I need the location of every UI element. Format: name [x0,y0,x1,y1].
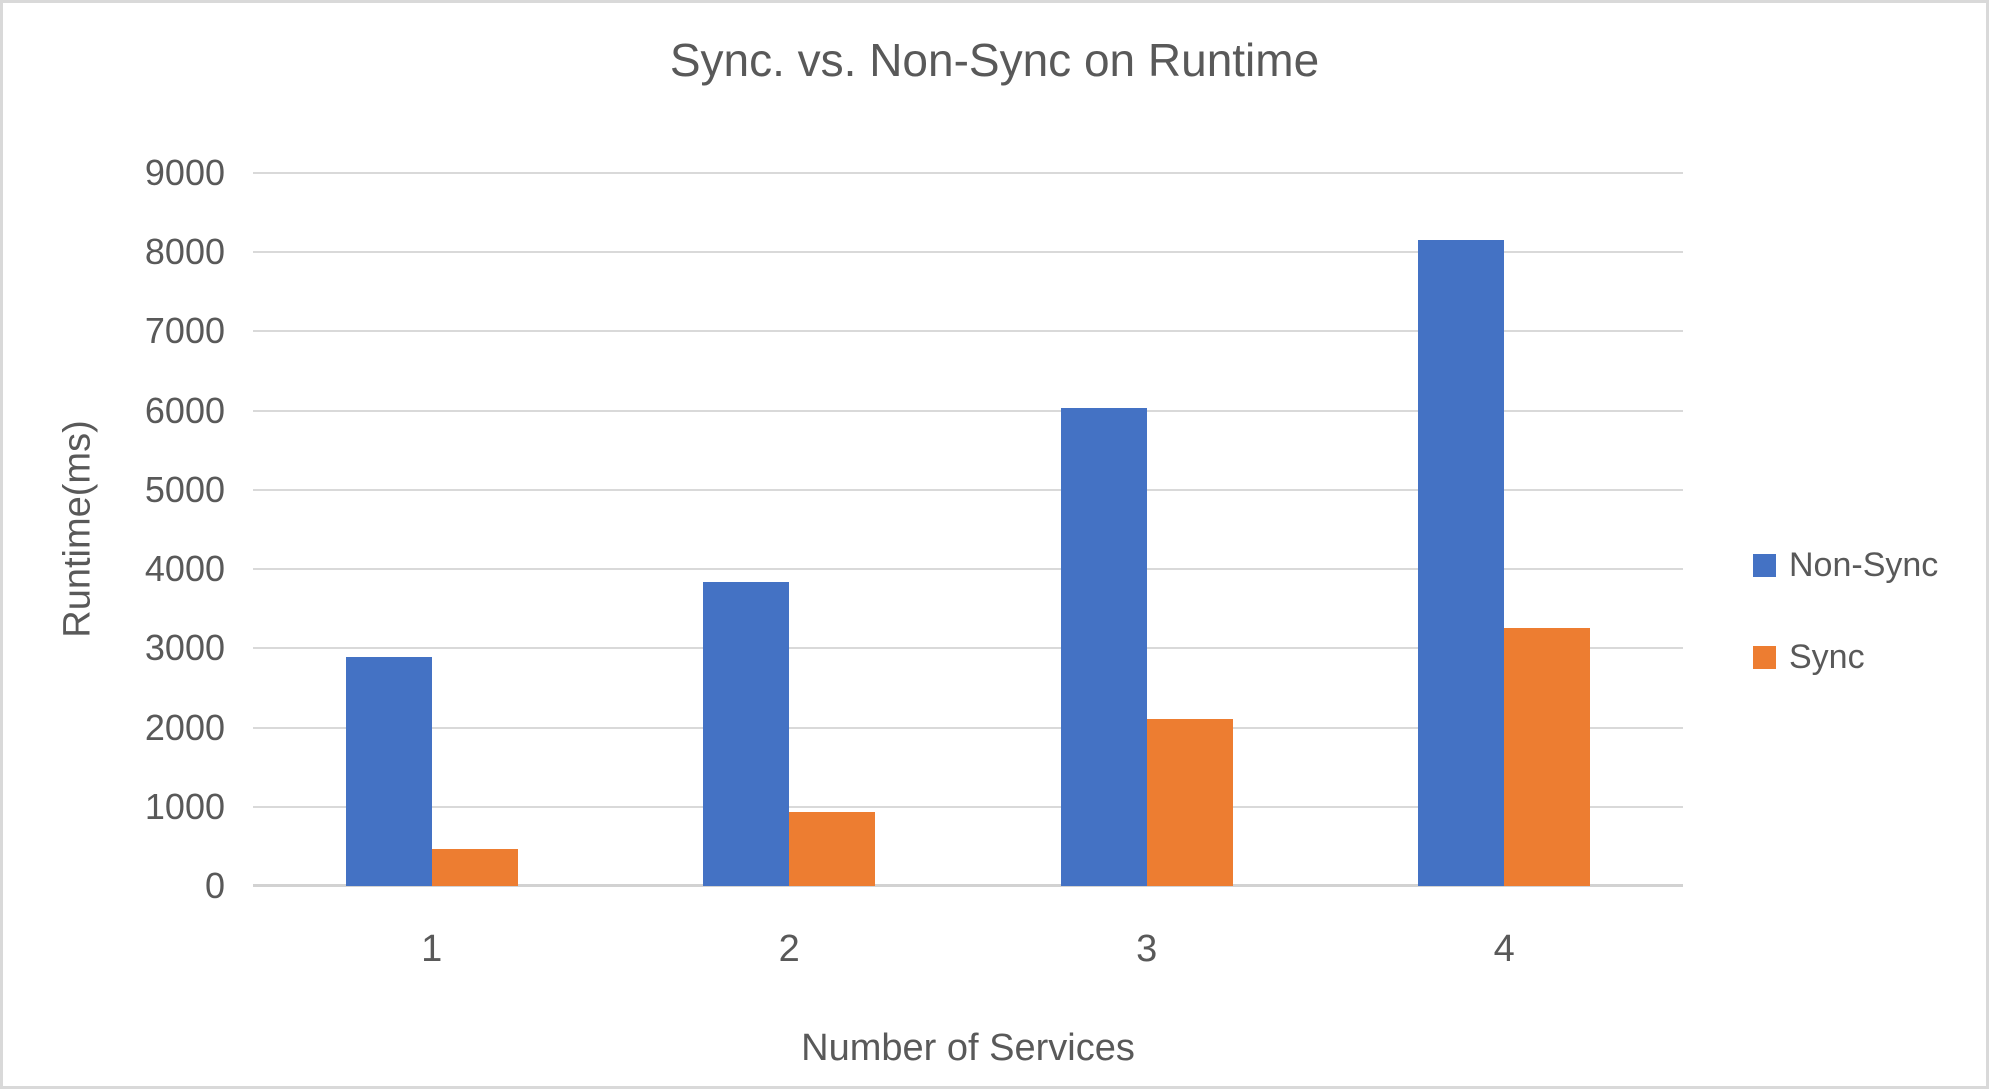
y-tick-label-3000: 3000 [144,627,225,669]
y-tick-label-6000: 6000 [144,389,225,431]
legend-label: Non-Sync [1789,546,1939,584]
y-tick-label-2000: 2000 [144,706,225,748]
y-tick-label-5000: 5000 [144,468,225,510]
gridline-6000 [253,409,1683,412]
gridline-4000 [253,568,1683,571]
plot-area [253,172,1683,887]
y-tick-label-9000: 9000 [144,152,225,193]
x-axis-title: Number of Services [801,1027,1135,1069]
y-tick-label-8000: 8000 [144,231,225,273]
bar-sync-cat2 [789,812,876,886]
chart-title: Sync. vs. Non-Sync on Runtime [669,34,1320,86]
legend-swatch-icon [1753,646,1776,669]
bar-non-sync-cat1 [345,657,432,886]
gridline-3000 [253,647,1683,650]
x-tick-label-1: 1 [421,928,443,970]
gridline-8000 [253,251,1683,254]
bar-sync-cat4 [1504,627,1591,886]
gridline-2000 [253,726,1683,729]
gridline-1000 [253,805,1683,808]
legend-label: Sync [1789,638,1865,676]
legend: Non-Sync Sync [1753,546,1938,677]
y-tick-label-1000: 1000 [144,785,225,827]
legend-item-sync: Sync [1753,638,1938,677]
bar-non-sync-cat2 [703,581,790,886]
x-tick-label-3: 3 [1136,928,1158,970]
x-tick-label-2: 2 [778,928,800,970]
y-tick-label-0: 0 [204,865,225,906]
gridline-7000 [253,330,1683,333]
x-tick-label-4: 4 [1493,928,1515,970]
bar-sync-cat3 [1146,718,1233,886]
gridline-5000 [253,488,1683,491]
bar-sync-cat1 [431,848,518,886]
y-axis-title: Runtime(ms) [56,420,99,638]
x-axis-line [253,884,1683,887]
bar-non-sync-cat3 [1060,408,1147,886]
legend-swatch-icon [1753,554,1776,577]
y-tick-label-4000: 4000 [144,548,225,590]
bar-non-sync-cat4 [1418,240,1505,886]
legend-item-non-sync: Non-Sync [1753,546,1938,585]
gridline-9000 [253,172,1683,174]
y-tick-label-7000: 7000 [144,310,225,352]
